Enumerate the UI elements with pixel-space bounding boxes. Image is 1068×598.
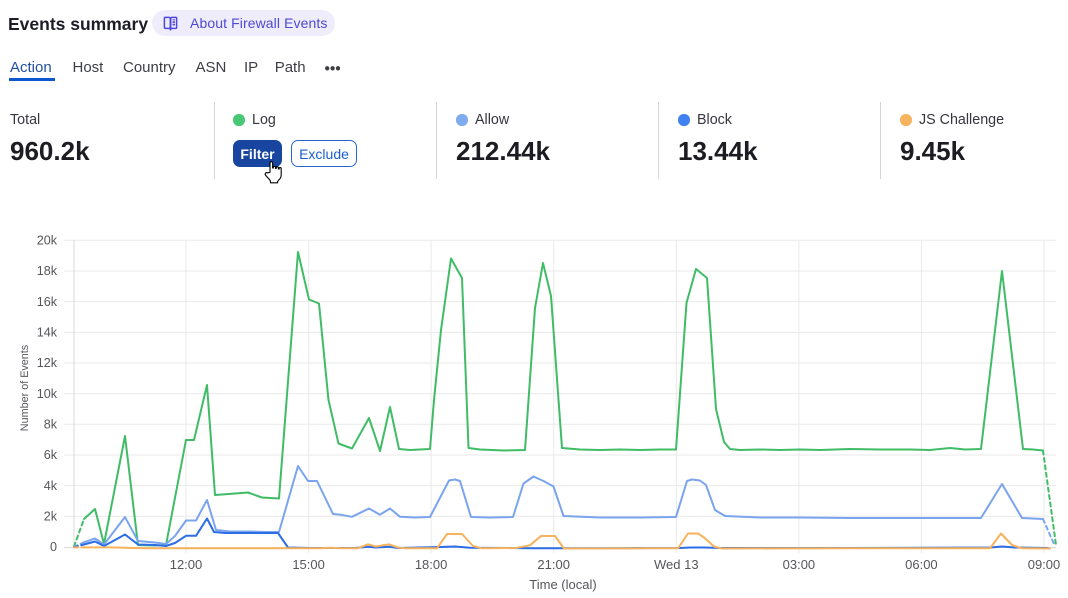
svg-text:6k: 6k: [44, 448, 58, 462]
svg-text:Number of Events: Number of Events: [19, 344, 31, 431]
svg-text:4k: 4k: [44, 479, 58, 493]
svg-text:Wed 13: Wed 13: [654, 557, 699, 572]
svg-text:Time (local): Time (local): [529, 577, 596, 592]
svg-text:2k: 2k: [44, 510, 58, 524]
svg-text:15:00: 15:00: [292, 557, 325, 572]
svg-text:16k: 16k: [37, 295, 58, 309]
svg-text:18:00: 18:00: [415, 557, 448, 572]
svg-text:06:00: 06:00: [905, 557, 938, 572]
svg-text:10k: 10k: [37, 387, 58, 401]
svg-text:14k: 14k: [37, 326, 58, 340]
svg-text:0: 0: [50, 540, 57, 554]
svg-text:8k: 8k: [44, 418, 58, 432]
svg-text:12k: 12k: [37, 356, 58, 370]
svg-text:18k: 18k: [37, 264, 58, 278]
svg-text:12:00: 12:00: [170, 557, 203, 572]
svg-text:21:00: 21:00: [537, 557, 570, 572]
svg-text:20k: 20k: [37, 234, 58, 248]
svg-text:03:00: 03:00: [783, 557, 816, 572]
svg-text:09:00: 09:00: [1028, 557, 1061, 572]
